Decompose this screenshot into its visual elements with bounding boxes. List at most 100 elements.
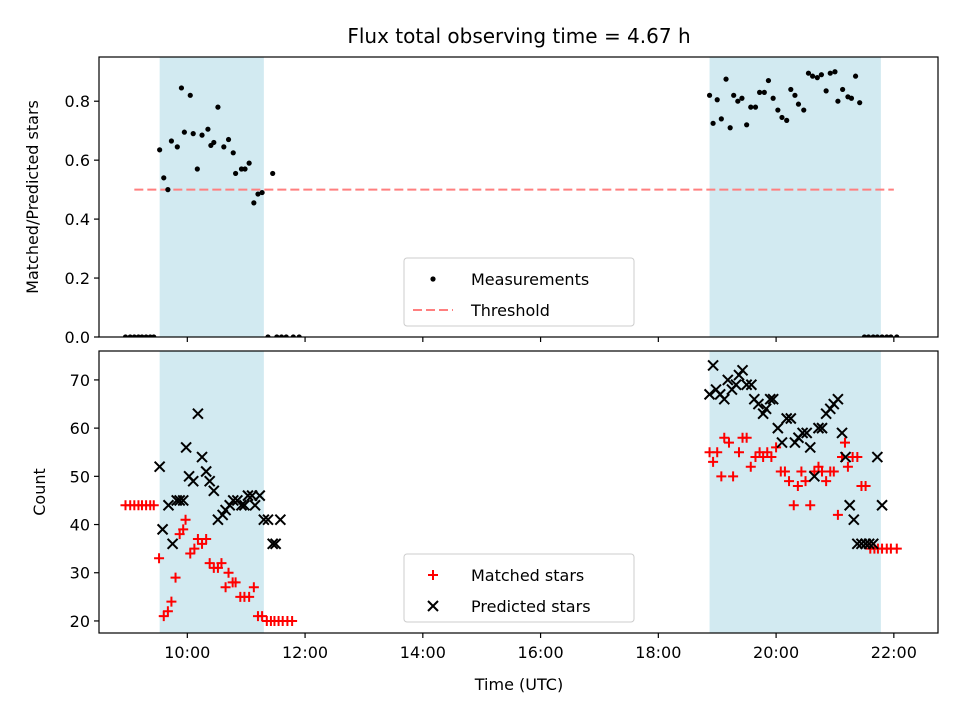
x-tick-label: 20:00: [753, 643, 799, 662]
measurement-point: [757, 89, 763, 95]
observing-window-top-1: [709, 57, 881, 337]
predicted-star-point: [177, 494, 189, 507]
matched-star-point: [828, 466, 839, 477]
predicted-star-point: [258, 514, 270, 526]
measurement-point: [190, 131, 196, 137]
measurement-point: [865, 334, 872, 337]
legend-marker-matched: [428, 570, 438, 580]
predicted-star-point: [804, 441, 816, 454]
measurement-point: [795, 101, 802, 107]
measurement-point: [161, 175, 167, 181]
predicted-star-point: [848, 514, 860, 526]
measurement-point: [290, 334, 296, 337]
measurement-point: [731, 92, 737, 98]
measurement-point: [165, 187, 171, 193]
measurement-point: [122, 334, 129, 337]
legend-marker-measurements: [430, 276, 436, 282]
predicted-star-point: [800, 427, 813, 439]
matched-star-point: [148, 500, 159, 511]
legend-frame: [403, 553, 635, 623]
measurement-point: [174, 144, 180, 150]
measurement-point: [848, 95, 855, 101]
x-tick-label: 12:00: [282, 643, 328, 662]
predicted-star-point: [722, 374, 734, 386]
measurement-point: [835, 98, 841, 104]
matched-star-point: [788, 500, 799, 511]
measurement-point: [792, 92, 798, 98]
axes-frame-bottom: [98, 350, 939, 634]
legend-frame: [403, 257, 635, 327]
matched-star-point: [154, 553, 165, 564]
measurement-point: [215, 104, 221, 110]
measurement-point: [814, 75, 820, 81]
matched-star-point: [287, 615, 298, 626]
matched-star-point: [891, 543, 902, 554]
x-tick-label: 22:00: [871, 643, 917, 662]
measurement-point: [784, 117, 790, 123]
legend-label: Threshold: [470, 301, 550, 320]
matched-star-point: [771, 442, 782, 453]
matched-star-point: [220, 582, 231, 593]
axes-frame-top: [98, 56, 939, 338]
observing-window-top-0: [159, 57, 264, 337]
predicted-star-point: [760, 403, 772, 415]
matched-star-point: [248, 582, 259, 593]
predicted-star-point: [196, 451, 208, 463]
measurement-point: [232, 170, 239, 177]
predicted-star-point: [876, 499, 888, 511]
top-panel: 0.0 0.2 0.4 0.6 0.8 Matched/Predicted stars Me…: [23, 56, 939, 347]
predicted-star-point: [772, 422, 784, 434]
measurement-point: [296, 334, 302, 337]
measurement-point: [888, 334, 894, 337]
matched-star-point: [796, 466, 807, 477]
matched-star-point: [180, 514, 191, 525]
matched-star-point: [716, 471, 727, 482]
predicted-star-point: [832, 393, 844, 405]
matched-star-point: [733, 447, 744, 458]
predicted-star-point: [238, 499, 251, 511]
predicted-star-point: [200, 465, 212, 478]
predicted-star-point: [867, 538, 879, 550]
matched-star-point: [741, 432, 752, 443]
matched-star-point: [728, 471, 739, 482]
measurement-point: [242, 166, 248, 172]
measurement-point: [181, 129, 187, 135]
measurement-point: [739, 95, 745, 101]
matched-star-point: [178, 524, 189, 535]
measurement-point: [259, 189, 265, 196]
measurement-point: [199, 132, 205, 138]
matched-star-point: [800, 476, 811, 487]
measurement-point: [127, 334, 133, 337]
measurement-point: [894, 334, 900, 337]
measurement-point: [255, 191, 261, 197]
predicted-star-point: [764, 393, 776, 405]
measurement-point: [718, 116, 724, 122]
matched-star-point: [832, 509, 843, 520]
measurement-point: [870, 334, 876, 337]
predicted-star-point: [187, 475, 199, 487]
y-tick-label-bottom: 50: [70, 467, 90, 486]
predicted-star-point: [736, 364, 749, 376]
bottom-panel: 20 30 40 50 60 70 10:00 12:00 14:00 16:00 18:00 20:…: [30, 350, 939, 662]
measurement-point: [884, 334, 890, 337]
matched-star-point: [792, 480, 803, 491]
measurement-point: [230, 150, 236, 156]
measurement-point: [205, 126, 211, 132]
measurement-point: [818, 72, 825, 78]
predicted-star-point: [173, 494, 186, 507]
matched-star-point: [708, 456, 719, 467]
predicted-star-point: [156, 523, 169, 536]
matched-star-point: [766, 452, 777, 463]
measurement-point: [823, 88, 829, 94]
measurement-point: [765, 77, 772, 84]
legend-top: Measurements Threshold: [403, 257, 635, 327]
predicted-star-point: [274, 514, 287, 526]
predicted-star-point: [871, 451, 884, 463]
measurement-point: [827, 70, 833, 76]
matched-star-point: [821, 476, 832, 487]
predicted-star-point: [730, 379, 742, 391]
legend-marker-predicted: [427, 600, 439, 612]
matched-star-point: [860, 480, 871, 491]
matched-star-point: [779, 466, 790, 477]
